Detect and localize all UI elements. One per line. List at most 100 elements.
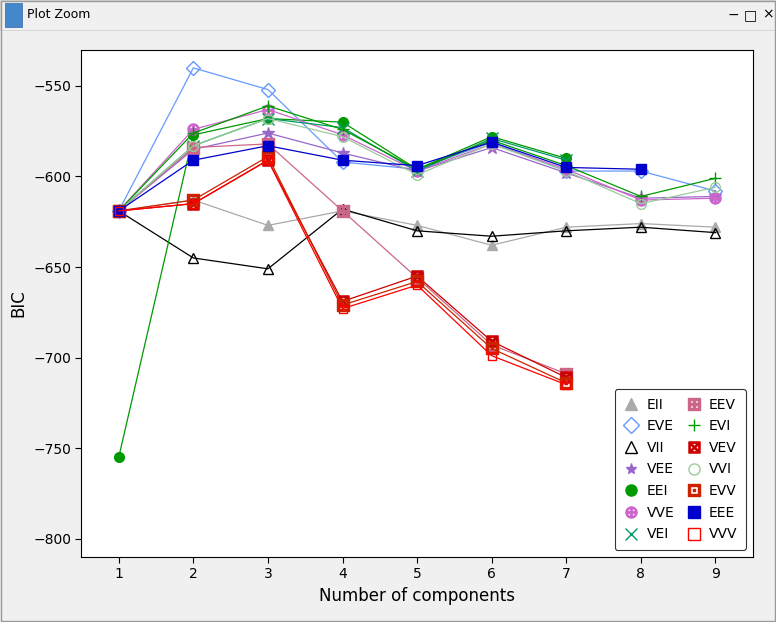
VVV <box>114 207 123 215</box>
EVV <box>338 301 347 309</box>
VVE <box>562 165 571 173</box>
EVE <box>711 187 720 195</box>
EEV <box>263 140 272 147</box>
Line: EII: EII <box>114 195 720 250</box>
EEV <box>412 274 421 282</box>
EVI <box>189 129 198 137</box>
EVI <box>636 193 646 200</box>
VVI <box>114 207 123 215</box>
Legend: EII, EVE, VII, VEE, EEI, VVE, VEI, EEV, EVI, VEV, VVI, EVV, EEE, VVV: EII, EVE, VII, VEE, EEI, VVE, VEI, EEV, … <box>615 389 746 550</box>
Line: EVI: EVI <box>113 100 722 217</box>
EII <box>562 223 571 231</box>
VVV <box>338 305 347 312</box>
EVE <box>189 64 198 72</box>
VEV <box>263 157 272 164</box>
VEV <box>562 374 571 381</box>
VVE <box>636 197 646 204</box>
Y-axis label: BIC: BIC <box>9 289 27 317</box>
EII <box>338 207 347 215</box>
Bar <box>5 3 22 27</box>
VII <box>263 265 272 272</box>
VII <box>189 254 198 262</box>
VEE <box>711 193 720 200</box>
VVE <box>189 126 198 133</box>
EEI <box>412 165 421 173</box>
Line: VVV: VVV <box>115 156 570 389</box>
EEV <box>487 341 497 348</box>
Line: EVV: EVV <box>113 151 572 389</box>
Text: ×: × <box>762 8 773 22</box>
Line: VVI: VVI <box>114 114 720 216</box>
VEV <box>412 272 421 280</box>
EVV <box>263 153 272 160</box>
VEV <box>487 338 497 345</box>
EII <box>711 223 720 231</box>
VEV <box>338 298 347 305</box>
EEV <box>338 207 347 215</box>
EEV <box>114 207 123 215</box>
Line: EEI: EEI <box>114 114 571 462</box>
VVI <box>189 142 198 149</box>
VVV <box>412 281 421 289</box>
EII <box>263 221 272 229</box>
VVV <box>487 352 497 360</box>
EEI <box>263 115 272 123</box>
VVI <box>487 140 497 147</box>
VVE <box>263 106 272 113</box>
Line: VEV: VEV <box>113 155 572 383</box>
VEV <box>114 207 123 215</box>
Line: VEI: VEI <box>113 113 572 216</box>
Bar <box>0 0 776 30</box>
EEI <box>114 453 123 461</box>
VEI <box>114 207 123 215</box>
VEE <box>114 207 123 215</box>
EEV <box>189 144 198 151</box>
VEI <box>487 135 497 142</box>
Line: EEE: EEE <box>114 137 646 216</box>
EEE <box>114 207 123 215</box>
VEI <box>263 115 272 123</box>
VVI <box>636 200 646 207</box>
Text: −: − <box>728 8 739 22</box>
EVI <box>412 165 421 173</box>
VVE <box>338 131 347 139</box>
Line: VVE: VVE <box>113 104 721 216</box>
EVV <box>487 345 497 352</box>
Line: VII: VII <box>114 204 720 274</box>
VII <box>114 207 123 215</box>
EEE <box>636 165 646 173</box>
Line: VEE: VEE <box>113 127 722 217</box>
VEI <box>338 124 347 131</box>
Line: EVE: EVE <box>114 63 720 216</box>
EVV <box>412 278 421 285</box>
EEE <box>487 138 497 146</box>
EII <box>189 197 198 204</box>
VVI <box>412 171 421 179</box>
VEE <box>562 169 571 177</box>
EVI <box>487 137 497 144</box>
EVV <box>114 207 123 215</box>
EEE <box>562 164 571 171</box>
VVE <box>487 140 497 147</box>
X-axis label: Number of components: Number of components <box>319 587 515 605</box>
EEE <box>412 162 421 169</box>
EVE <box>263 86 272 93</box>
EEE <box>338 157 347 164</box>
VII <box>412 227 421 234</box>
VVV <box>189 200 198 207</box>
VVV <box>263 157 272 164</box>
EVI <box>711 175 720 182</box>
VEI <box>412 167 421 175</box>
VEE <box>636 195 646 202</box>
EEI <box>562 155 571 162</box>
EEV <box>562 370 571 378</box>
EVI <box>114 207 123 215</box>
VII <box>338 205 347 213</box>
VEE <box>263 129 272 137</box>
VEI <box>562 157 571 164</box>
EVE <box>114 207 123 215</box>
EVE <box>412 165 421 173</box>
EEI <box>338 118 347 126</box>
Line: EEV: EEV <box>113 138 572 379</box>
VVE <box>412 167 421 175</box>
